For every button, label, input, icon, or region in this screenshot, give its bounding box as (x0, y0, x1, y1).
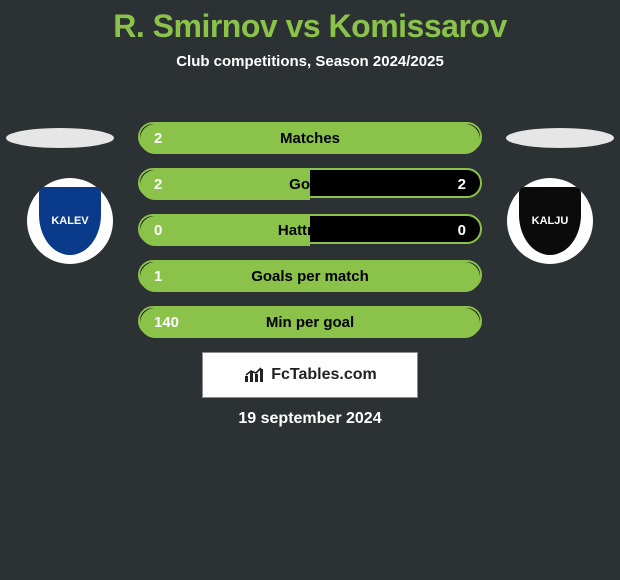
player-right-ellipse (506, 128, 614, 148)
stat-row: 00Hattricks (138, 214, 482, 244)
club-shield-right: KALJU (519, 187, 581, 254)
club-shield-left-text: KALEV (51, 215, 88, 227)
stat-row: 22Goals (138, 168, 482, 198)
brand-text: FcTables.com (271, 366, 377, 384)
page-title: R. Smirnov vs Komissarov (0, 0, 620, 45)
comparison-card: R. Smirnov vs Komissarov Club competitio… (0, 0, 620, 580)
brand-box[interactable]: FcTables.com (202, 352, 418, 398)
stats-rows: 2Matches 22Goals 00Hattricks 1Goals per mat… (138, 122, 482, 352)
stat-label: Goals (140, 170, 480, 200)
club-badge-left: KALEV (27, 178, 113, 264)
stat-label: Hattricks (140, 216, 480, 246)
date-text: 19 september 2024 (0, 410, 620, 428)
player-left-ellipse (6, 128, 114, 148)
subtitle: Club competitions, Season 2024/2025 (0, 53, 620, 70)
stat-row: 140Min per goal (138, 306, 482, 336)
stat-label: Goals per match (140, 262, 480, 292)
stat-label: Matches (140, 124, 480, 154)
stat-row: 1Goals per match (138, 260, 482, 290)
chart-icon (243, 366, 265, 384)
stat-label: Min per goal (140, 308, 480, 338)
club-badge-right: KALJU (507, 178, 593, 264)
stat-row: 2Matches (138, 122, 482, 152)
club-shield-left: KALEV (39, 187, 101, 254)
club-shield-right-text: KALJU (532, 215, 569, 227)
